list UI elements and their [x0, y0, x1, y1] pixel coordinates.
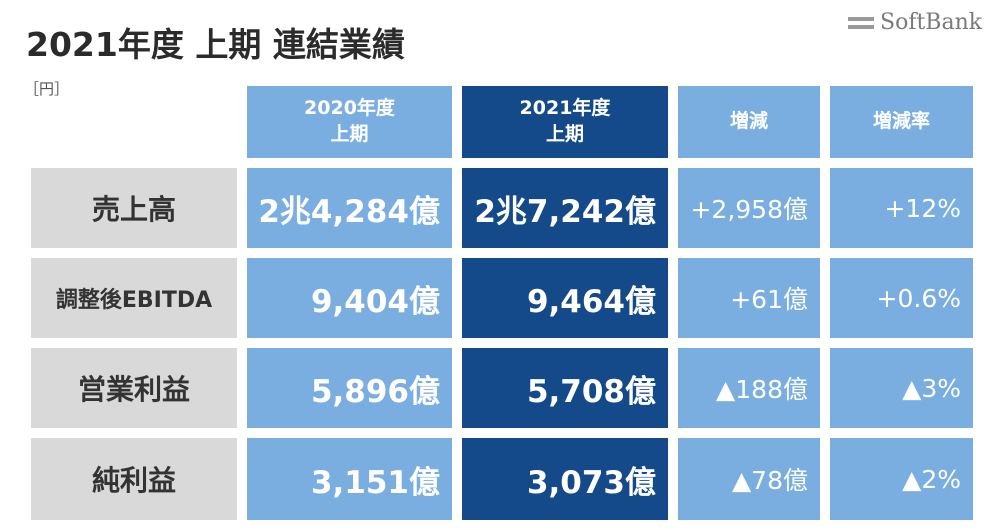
ebitda-curr: 9,464億	[462, 258, 668, 338]
net-income-change: ▲78億	[678, 438, 820, 520]
page-title: 2021年度 上期 連結業績	[26, 25, 405, 64]
softbank-bars-icon	[848, 15, 874, 31]
unit-label: ［円］	[24, 80, 70, 98]
ebitda-prev: 9,404億	[247, 258, 452, 338]
row-label-operating-income: 営業利益	[31, 348, 237, 428]
header-prev-year: 2020年度	[304, 97, 395, 120]
header-curr-half: 上期	[545, 123, 584, 145]
ebitda-rate: +0.6%	[830, 258, 973, 338]
row-label-revenue: 売上高	[31, 168, 237, 248]
operating-income-curr: 5,708億	[462, 348, 668, 428]
header-change: 増減	[678, 86, 820, 158]
net-income-prev: 3,151億	[247, 438, 452, 520]
operating-income-prev: 5,896億	[247, 348, 452, 428]
revenue-change: +2,958億	[678, 168, 820, 248]
logo-text: SoftBank	[880, 10, 983, 35]
row-label-adjusted-ebitda: 調整後EBITDA	[31, 258, 237, 338]
revenue-curr: 2兆7,242億	[462, 168, 668, 248]
header-prev-half: 上期	[330, 123, 369, 145]
net-income-curr: 3,073億	[462, 438, 668, 520]
header-curr-period: 2021年度 上期	[462, 86, 668, 158]
ebitda-change: +61億	[678, 258, 820, 338]
net-income-rate: ▲2%	[830, 438, 973, 520]
operating-income-change: ▲188億	[678, 348, 820, 428]
revenue-prev: 2兆4,284億	[247, 168, 452, 248]
row-label-net-income: 純利益	[31, 438, 237, 520]
revenue-rate: +12%	[830, 168, 973, 248]
operating-income-rate: ▲3%	[830, 348, 973, 428]
header-prev-period: 2020年度 上期	[247, 86, 452, 158]
header-curr-year: 2021年度	[519, 97, 611, 120]
header-change-rate: 増減率	[830, 86, 973, 158]
softbank-logo: SoftBank	[848, 10, 982, 35]
